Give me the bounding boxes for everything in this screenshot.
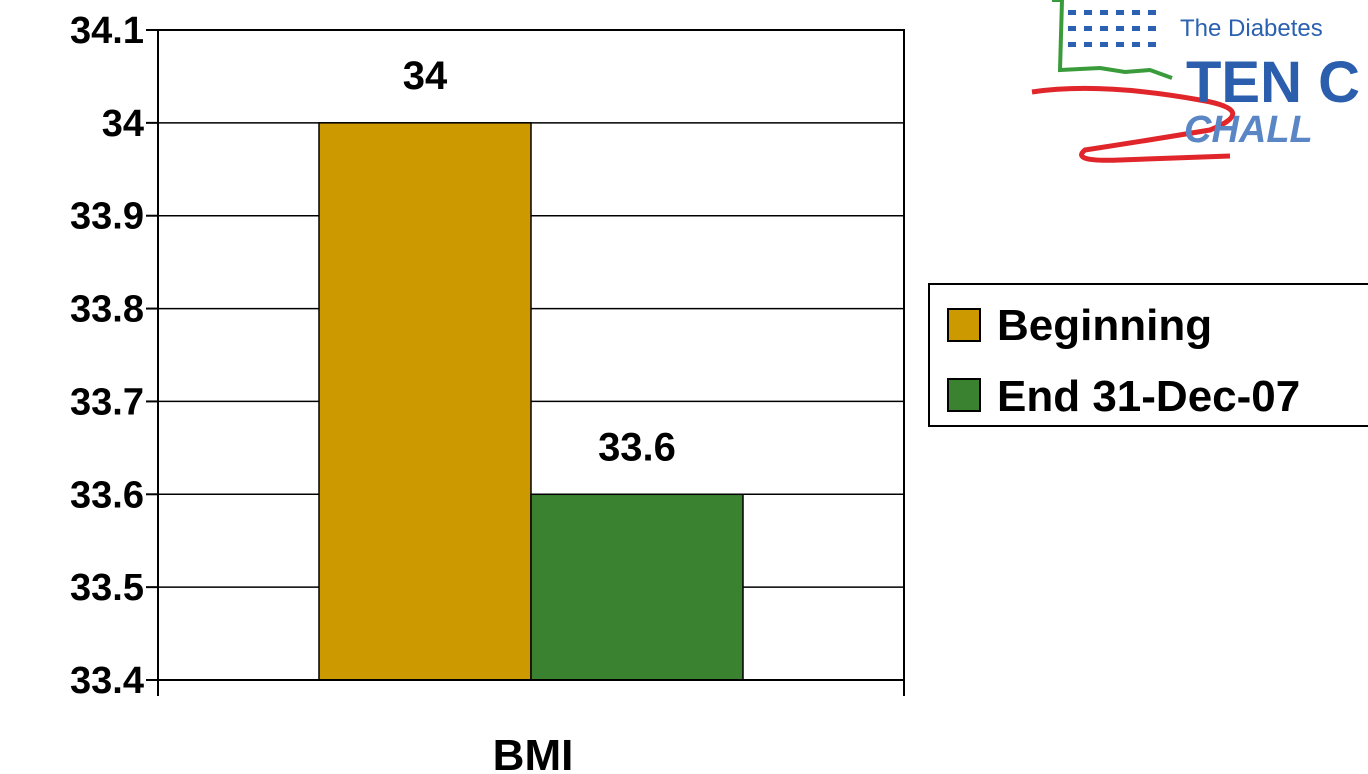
- y-tick-label: 33.7: [70, 381, 144, 423]
- logo-text-italic: CHALL: [1184, 109, 1313, 151]
- logo-red-scribble: [1031, 85, 1235, 163]
- data-label: 33.6: [598, 425, 676, 469]
- bar-end-31-dec-07: [530, 493, 744, 681]
- y-tick-label: 33.9: [70, 196, 144, 238]
- logo-windows: [1068, 10, 1156, 47]
- gridlines: [158, 29, 904, 588]
- diabetes-ten-challenge-logo: The Diabetes TEN C CHALL: [1031, 0, 1360, 163]
- y-tick-label: 33.6: [70, 474, 144, 516]
- y-tick-label: 33.4: [70, 660, 144, 702]
- data-labels: 34 33.6: [403, 54, 676, 469]
- logo-text-small: The Diabetes: [1180, 15, 1323, 42]
- logo-building-shape: [1052, 0, 1173, 80]
- data-label: 34: [403, 54, 448, 98]
- y-tick-label: 33.8: [70, 289, 144, 331]
- legend-box: [928, 283, 1368, 427]
- legend: Beginning End 31-Dec-07: [928, 283, 1368, 427]
- y-tick-label: 34: [102, 103, 144, 145]
- legend-label-beginning: Beginning: [997, 301, 1212, 350]
- legend-swatch-beginning: [947, 308, 981, 342]
- legend-label-end: End 31-Dec-07: [997, 372, 1300, 421]
- category-label: BMI: [493, 731, 574, 774]
- y-tick-label: 33.5: [70, 567, 144, 609]
- bar-beginning: [318, 122, 532, 681]
- legend-swatch-end: [947, 378, 981, 412]
- y-axis: 33.4 33.5 33.6 33.7 33.8 33.9 34 34.1: [70, 10, 905, 702]
- logo-text-big: TEN C: [1186, 50, 1360, 115]
- y-tick-label: 34.1: [70, 10, 144, 52]
